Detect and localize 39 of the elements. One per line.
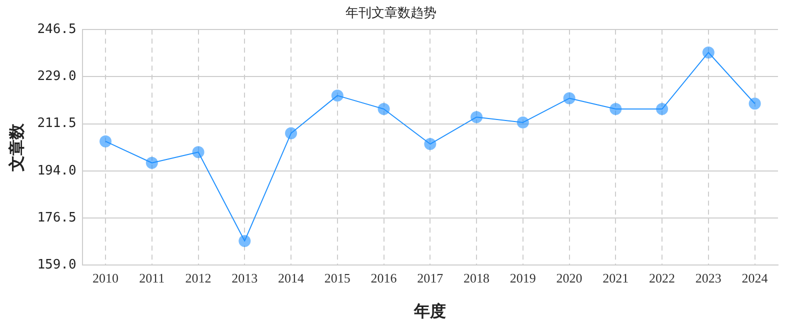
point	[748, 98, 761, 110]
chart-title: 年刊文章数趋势	[346, 6, 436, 22]
x-tick-label: 2011	[139, 270, 165, 286]
x-tick-label: 2019	[510, 270, 536, 286]
point	[146, 156, 158, 169]
x-tick-label: 2022	[649, 270, 676, 286]
y-tick-label: 194.0	[37, 163, 76, 178]
x-tick-label: 2014	[278, 270, 305, 286]
point	[563, 92, 576, 104]
x-tick-label: 2010	[92, 270, 119, 286]
point	[424, 138, 436, 150]
x-tick-label: 2020	[556, 270, 582, 286]
point	[378, 103, 390, 116]
y-axis-title: 文章数	[6, 122, 26, 172]
y-tick-label: 159.0	[37, 258, 76, 273]
x-tick-label: 2016	[370, 270, 398, 286]
x-tick-label: 2013	[232, 270, 258, 286]
y-tick-label: 211.5	[37, 116, 76, 132]
point	[702, 46, 714, 58]
y-tick-label: 229.0	[37, 69, 76, 84]
point	[238, 234, 251, 247]
x-tick-label: 2018	[464, 270, 490, 286]
point	[470, 111, 483, 124]
x-tick-label: 2017	[417, 270, 444, 286]
point	[192, 146, 204, 158]
point	[516, 116, 529, 128]
y-tick-label: 176.5	[37, 210, 76, 226]
x-axis-title: 年度	[413, 302, 446, 321]
x-tick-label: 2023	[695, 270, 722, 286]
point	[656, 103, 668, 116]
x-tick-label: 2024	[742, 270, 768, 286]
point	[100, 135, 112, 148]
point	[285, 127, 298, 140]
x-tick-label: 2021	[602, 270, 629, 286]
point	[331, 90, 344, 102]
point	[610, 103, 622, 116]
x-tick-label: 2015	[324, 270, 350, 286]
y-tick-label: 246.5	[37, 22, 76, 37]
x-tick-label: 2012	[185, 270, 212, 286]
